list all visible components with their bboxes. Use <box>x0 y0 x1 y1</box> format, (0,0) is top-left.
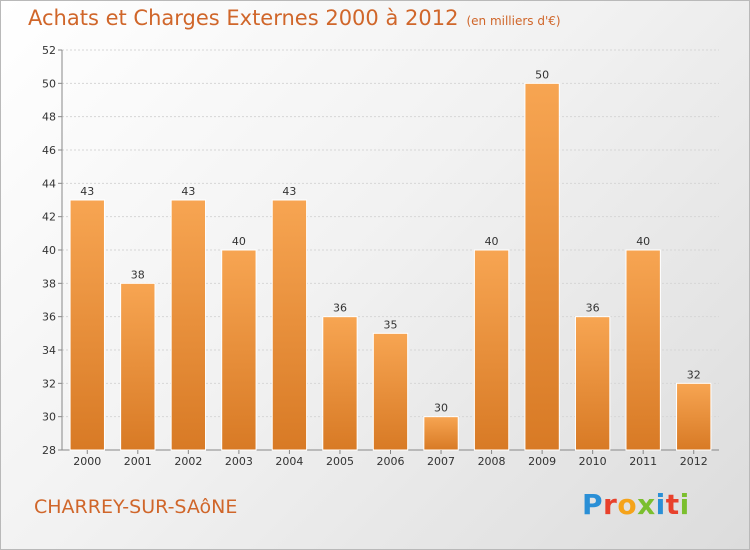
logo-letter: r <box>603 488 618 521</box>
bar <box>372 332 409 451</box>
y-tick-label: 40 <box>42 244 56 257</box>
x-tick-label: 2009 <box>528 455 556 468</box>
bar-value-label: 32 <box>687 368 701 381</box>
bar-value-label: 36 <box>333 302 347 315</box>
commune-name: CHARREY-SUR-SAôNE <box>34 496 238 518</box>
y-tick-label: 42 <box>42 211 56 224</box>
y-tick-label: 52 <box>42 44 56 57</box>
y-tick-label: 36 <box>42 311 56 324</box>
y-tick-label: 46 <box>42 144 56 157</box>
bar-value-label: 38 <box>131 268 145 281</box>
y-tick-label: 30 <box>42 411 56 424</box>
chart-title-text: Achats et Charges Externes 2000 à 2012 <box>28 6 459 30</box>
x-tick-label: 2008 <box>478 455 506 468</box>
x-tick-label: 2010 <box>579 455 607 468</box>
x-tick-label: 2005 <box>326 455 354 468</box>
logo-letter: i <box>655 488 666 521</box>
bar-value-label: 30 <box>434 402 448 415</box>
logo-letter: t <box>665 488 680 521</box>
bar-value-label: 50 <box>535 68 549 81</box>
x-tick-label: 2001 <box>124 455 152 468</box>
y-tick-label: 44 <box>42 177 56 190</box>
bar-value-label: 43 <box>282 185 296 198</box>
bar-value-label: 43 <box>181 185 195 198</box>
y-tick-label: 28 <box>42 444 56 457</box>
x-tick-label: 2006 <box>377 455 405 468</box>
bar <box>120 282 156 451</box>
bar <box>423 416 459 451</box>
bar <box>574 316 611 451</box>
x-tick-label: 2003 <box>225 455 253 468</box>
x-tick-label: 2004 <box>275 455 303 468</box>
x-tick-label: 2011 <box>629 455 657 468</box>
logo-letter: x <box>637 488 656 521</box>
chart-title: Achats et Charges Externes 2000 à 2012 (e… <box>28 6 561 30</box>
y-tick-label: 32 <box>42 377 56 390</box>
y-tick-label: 48 <box>42 111 56 124</box>
bar-value-label: 36 <box>586 302 600 315</box>
x-tick-label: 2012 <box>680 455 708 468</box>
bar-value-label: 40 <box>232 235 246 248</box>
y-tick-label: 50 <box>42 77 56 90</box>
bar-value-label: 43 <box>80 185 94 198</box>
x-tick-label: 2000 <box>73 455 101 468</box>
bar-value-label: 40 <box>636 235 650 248</box>
bar-value-label: 40 <box>485 235 499 248</box>
bar <box>221 249 257 451</box>
x-tick-label: 2002 <box>174 455 202 468</box>
bar <box>271 199 308 451</box>
bar-value-label: 35 <box>384 318 398 331</box>
y-tick-label: 34 <box>42 344 56 357</box>
y-tick-label: 38 <box>42 277 56 290</box>
bar <box>473 249 510 451</box>
proxiti-logo: Proxiti <box>582 488 690 521</box>
x-tick-label: 2007 <box>427 455 455 468</box>
bar <box>170 199 207 451</box>
bar <box>625 249 661 451</box>
bar <box>322 316 358 451</box>
bar <box>676 382 712 451</box>
logo-letter: i <box>679 488 690 521</box>
logo-letter: P <box>582 488 604 521</box>
logo-letter: o <box>617 488 638 521</box>
bar <box>69 199 105 451</box>
chart-unit: (en milliers d'€) <box>466 14 561 28</box>
bar <box>524 82 560 451</box>
